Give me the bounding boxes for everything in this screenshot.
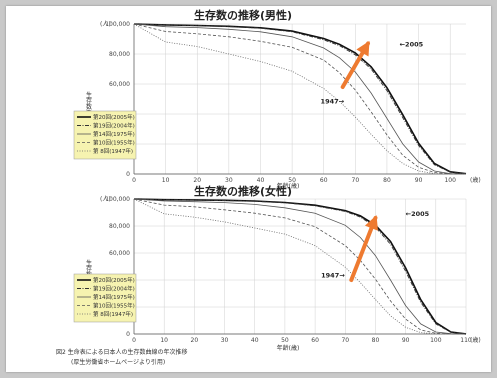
slide-frame: 生存数の推移(男性)020,00040,00060,00080,000100,0… (6, 6, 491, 372)
caption-line2: (厚生労働省ホームページより引用) (71, 358, 165, 366)
annotation-label: ←2005 (400, 41, 424, 49)
x-tick-label: 60 (311, 337, 319, 344)
legend-label: 第20回(2005年) (93, 276, 135, 284)
x-tick-label: 110 (460, 337, 472, 344)
x-tick-label: 30 (225, 177, 233, 184)
series-line (133, 198, 466, 335)
caption-line1: 図2 生命表による日本人の生存数曲線の年次推移 (56, 348, 188, 356)
legend-label: 第14回(1975年) (93, 130, 135, 138)
y-tick-label: 60,000 (109, 250, 130, 257)
x-unit-label: (歳) (470, 176, 481, 184)
arrow-head (356, 40, 370, 57)
y-axis-label: 生存数(lx) (85, 91, 92, 120)
x-tick-label: 100 (444, 177, 456, 184)
x-tick-label: 10 (162, 177, 170, 184)
series-line (133, 198, 467, 335)
y-tick-label: 60,000 (109, 81, 130, 88)
y-tick-label: 0 (126, 331, 130, 338)
y-tick-label: 80,000 (109, 223, 130, 230)
x-tick-label: 100 (430, 337, 442, 344)
chart-title: 生存数の推移(男性) (194, 8, 292, 22)
y-unit-label: (人) (100, 196, 111, 203)
legend-label: 第 8回(1947年) (93, 147, 133, 155)
y-axis-label: 生存数(lx) (85, 259, 92, 288)
x-tick-label: 50 (288, 177, 296, 184)
chart-male: 生存数の推移(男性)020,00040,00060,00080,000100,0… (73, 8, 481, 190)
annotation-label: 1947→ (321, 271, 345, 279)
x-tick-label: 30 (221, 337, 229, 344)
x-tick-label: 50 (281, 337, 289, 344)
legend-box (73, 110, 137, 160)
series-line (133, 23, 467, 175)
x-tick-label: 70 (341, 337, 349, 344)
series-line (133, 23, 467, 175)
legend-label: 第20回(2005年) (93, 113, 135, 121)
x-tick-label: 0 (132, 177, 136, 184)
y-unit-label: (人) (100, 21, 111, 28)
x-tick-label: 70 (352, 177, 360, 184)
legend-label: 第19回(2004年) (93, 122, 135, 130)
series-line (133, 198, 466, 335)
legend-label: 第 8回(1947年) (93, 310, 133, 318)
arrow-shaft (349, 215, 378, 282)
chart-title: 生存数の推移(女性) (194, 184, 292, 198)
x-tick-label: 90 (402, 337, 410, 344)
series-line (133, 198, 467, 335)
legend-label: 第10回(1955年) (93, 139, 135, 147)
x-tick-label: 40 (251, 337, 259, 344)
legend-box (73, 273, 137, 323)
legend-label: 第19回(2004年) (93, 285, 135, 293)
legend-label: 第10回(1955年) (93, 302, 135, 310)
x-tick-label: 90 (415, 177, 423, 184)
series-line (133, 198, 467, 335)
x-unit-label: (歳) (470, 336, 481, 344)
arrow-head (364, 215, 378, 231)
series-line (133, 23, 467, 175)
annotation-label: ←2005 (406, 210, 430, 218)
x-tick-label: 20 (193, 177, 201, 184)
x-tick-label: 80 (372, 337, 380, 344)
x-axis-label: 年齢(歳) (277, 344, 300, 352)
chart-female: 生存数の推移(女性)020,00040,00060,00080,000100,0… (73, 184, 481, 352)
y-tick-label: 80,000 (109, 51, 130, 58)
legend-label: 第14回(1975年) (93, 293, 135, 301)
x-tick-label: 0 (132, 337, 136, 344)
survival-charts: 生存数の推移(男性)020,00040,00060,00080,000100,0… (56, 8, 481, 366)
x-tick-label: 80 (383, 177, 391, 184)
x-tick-label: 60 (320, 177, 328, 184)
x-tick-label: 10 (160, 337, 168, 344)
annotation-label: 1947→ (321, 98, 345, 106)
y-tick-label: 100,000 (105, 21, 130, 28)
x-tick-label: 20 (191, 337, 199, 344)
y-tick-label: 0 (126, 171, 130, 178)
x-axis-label: 年齢(歳) (277, 182, 300, 190)
x-tick-label: 40 (257, 177, 265, 184)
y-tick-label: 100,000 (105, 196, 130, 203)
